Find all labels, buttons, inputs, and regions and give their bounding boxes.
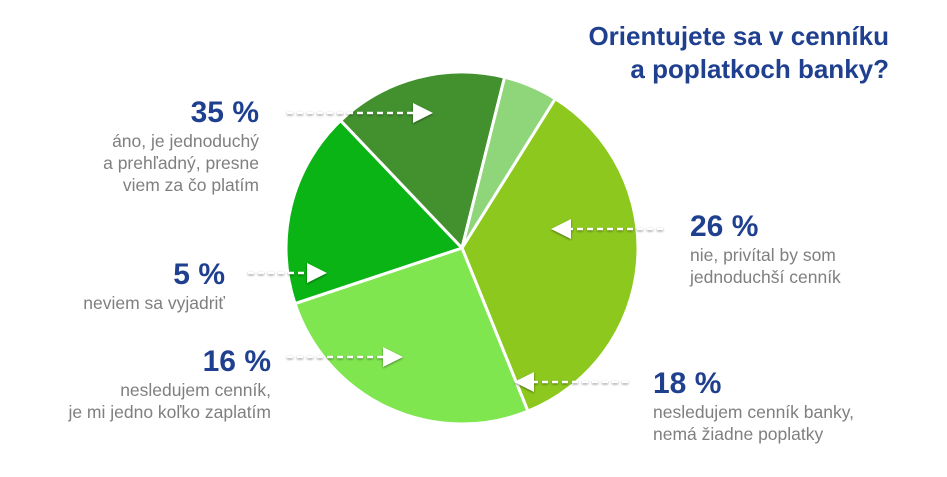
slice-pct-16: 16 % <box>202 345 271 378</box>
pie-slice-18 <box>284 119 464 306</box>
chart-title-line-2: a poplatkoch banky? <box>630 54 889 84</box>
slice-pct-26: 26 % <box>690 210 759 243</box>
slice-desc-18: nesledujem cenník banky, nemá žiadne pop… <box>653 402 855 444</box>
slice-label-35: 35 % áno, je jednoduchý a prehľadný, pre… <box>103 96 259 196</box>
slice-pct-35: 35 % <box>190 96 259 129</box>
slice-pct-5: 5 % <box>173 258 225 291</box>
pie-slice-26 <box>293 246 530 426</box>
pie-slice-35 <box>460 97 640 413</box>
pie-slice-16 <box>339 70 507 250</box>
slice-label-16: 16 % nesledujem cenník, je mi jedno koľk… <box>68 345 271 423</box>
chart-title: Orientujete sa v cenníku a poplatkoch ba… <box>588 20 889 86</box>
slice-label-26: 26 % nie, privítal by som jednoduchší ce… <box>690 210 841 288</box>
slice-desc-5: neviem sa vyjadriť <box>83 293 225 313</box>
slice-desc-16: nesledujem cenník, je mi jedno koľko zap… <box>68 380 271 422</box>
slice-label-5: 5 % neviem sa vyjadriť <box>83 258 225 314</box>
chart-title-line-1: Orientujete sa v cenníku <box>588 21 889 51</box>
slice-desc-35: áno, je jednoduchý a prehľadný, presne v… <box>103 131 259 195</box>
slice-label-18: 18 % nesledujem cenník banky, nemá žiadn… <box>653 367 854 445</box>
slice-desc-26: nie, privítal by som jednoduchší cenník <box>690 245 841 287</box>
pie-slice-5 <box>460 75 557 250</box>
label-arrows <box>248 103 663 392</box>
slice-pct-18: 18 % <box>653 367 722 400</box>
pie-slices <box>284 70 640 426</box>
